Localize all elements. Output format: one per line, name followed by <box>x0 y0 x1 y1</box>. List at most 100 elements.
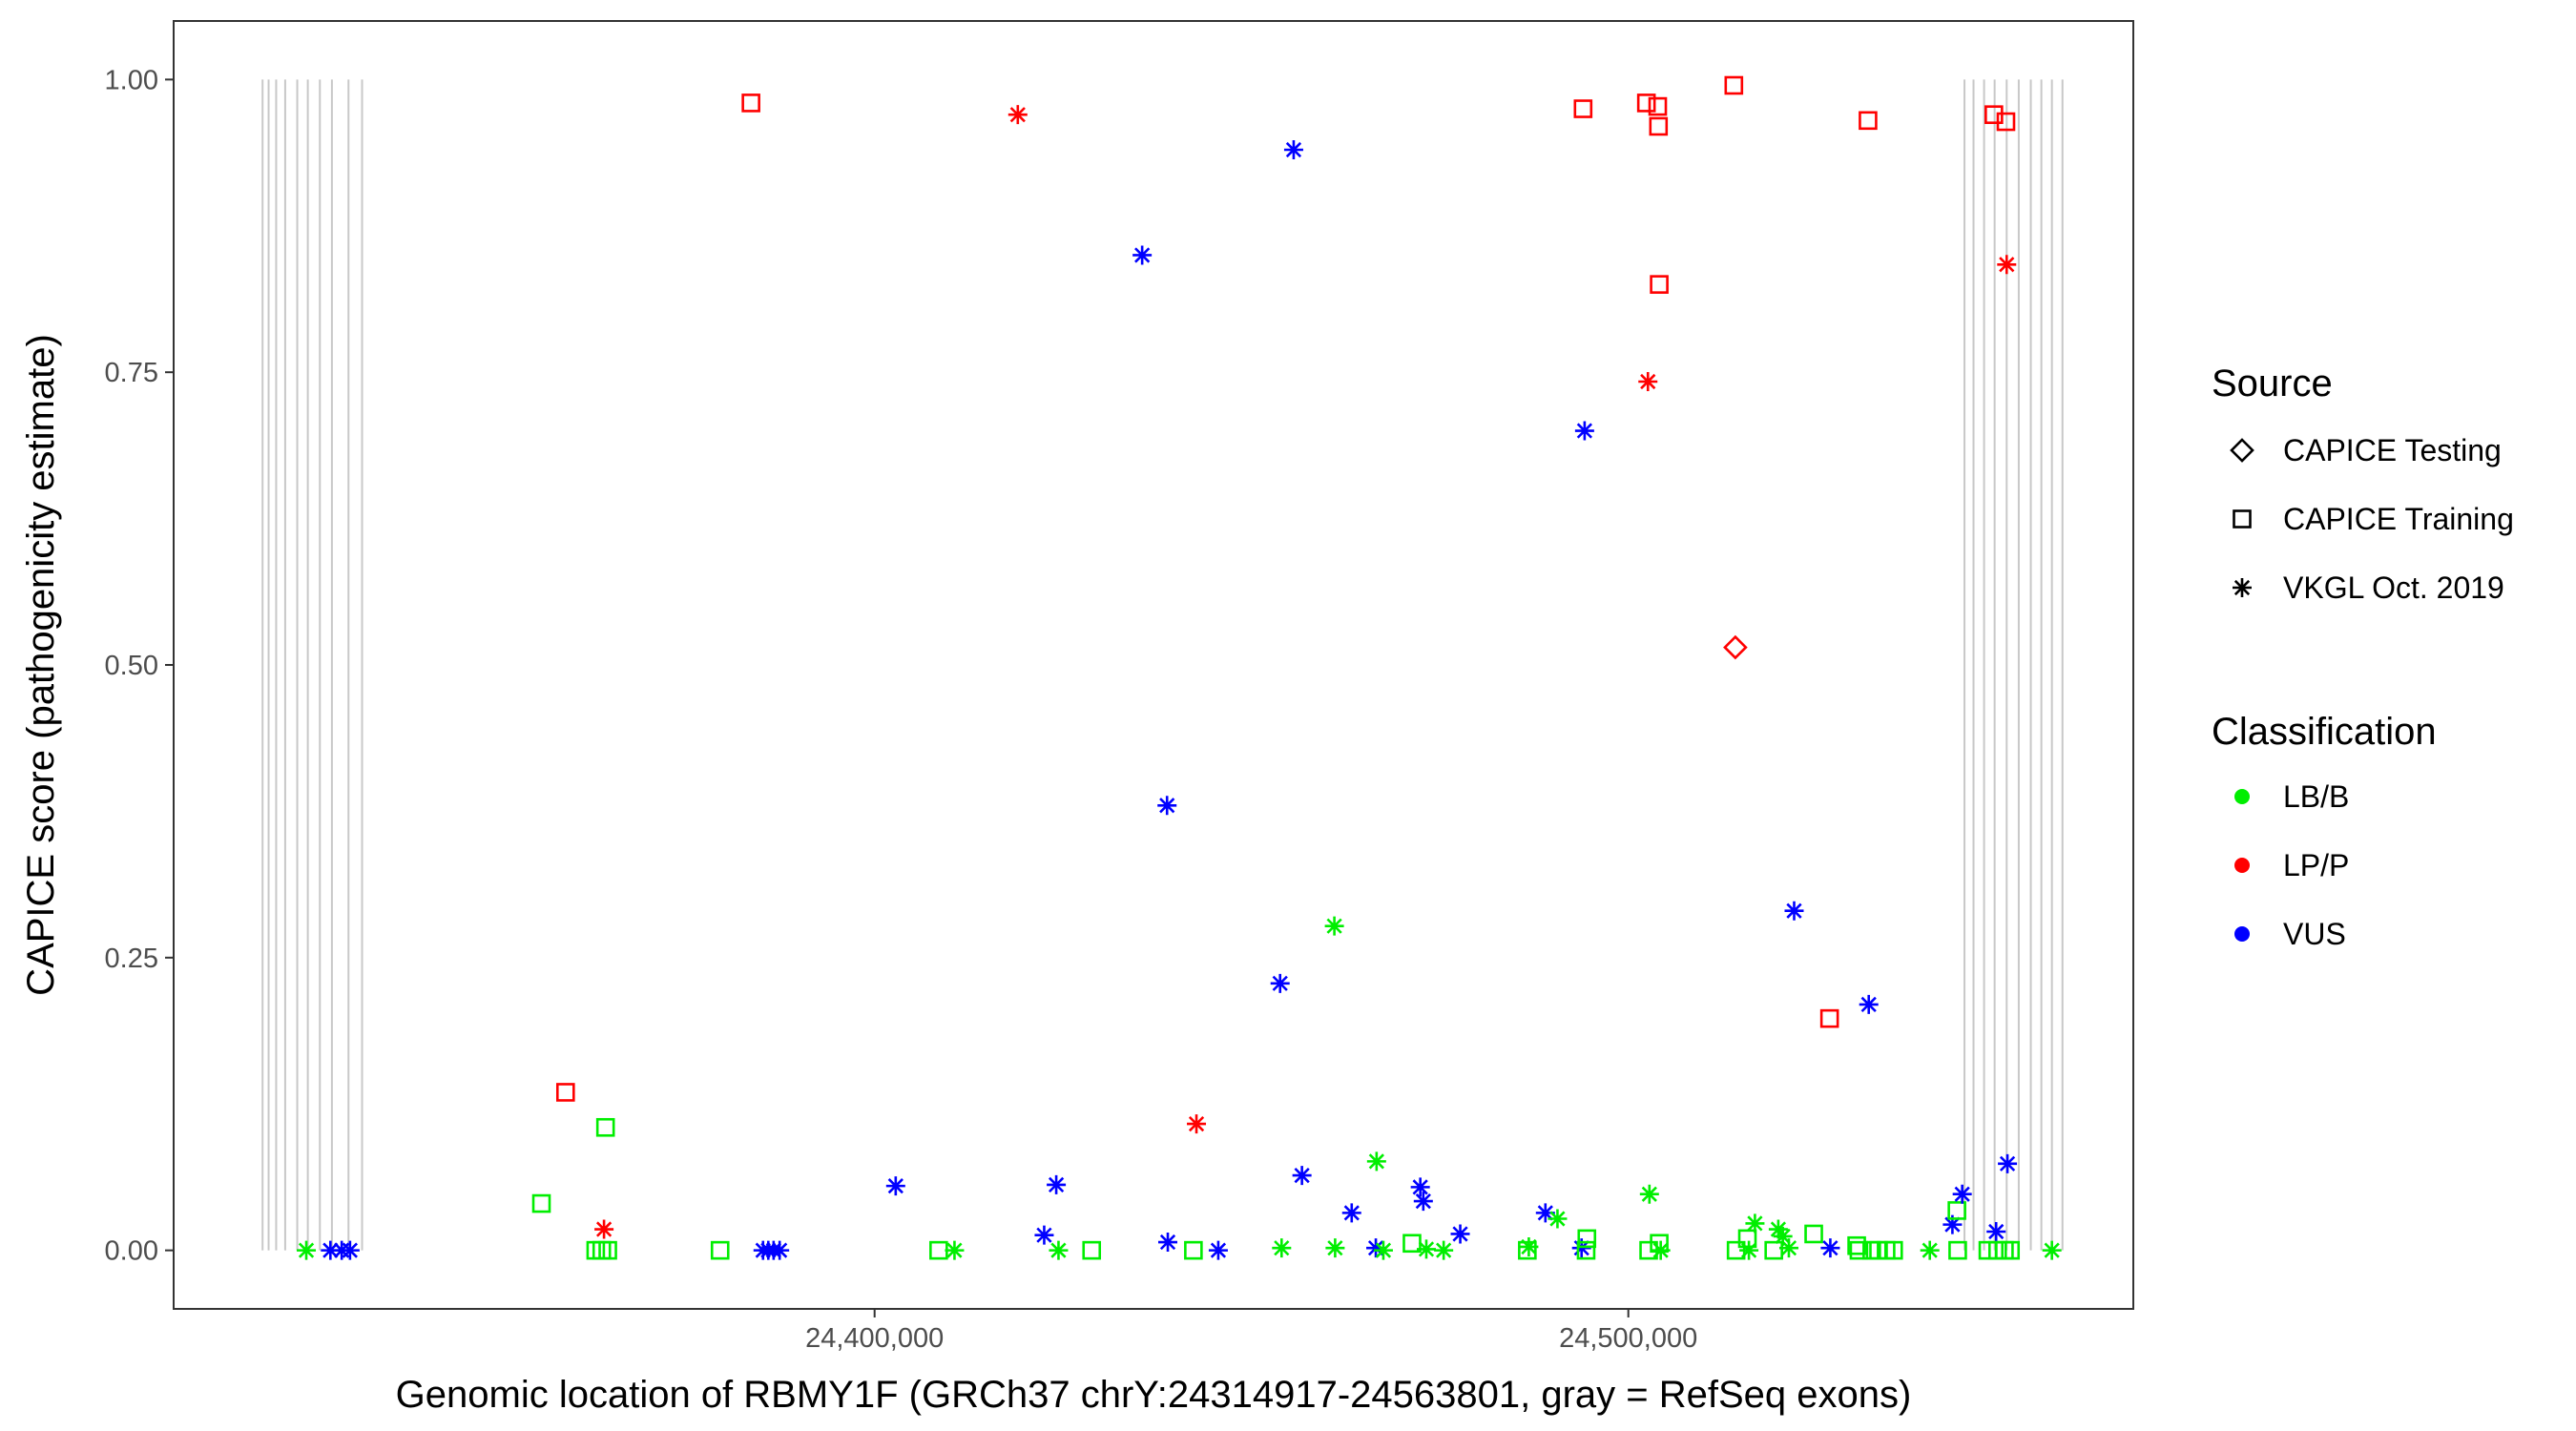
data-point <box>1082 1240 1102 1260</box>
data-point <box>1942 1214 1963 1234</box>
data-point <box>1573 99 1593 118</box>
data-point <box>770 1240 790 1260</box>
data-point <box>340 1240 360 1260</box>
data-point <box>1574 421 1594 441</box>
data-point <box>1283 140 1303 159</box>
data-point <box>531 1193 551 1213</box>
data-point <box>1883 1240 1903 1260</box>
data-point <box>945 1240 965 1260</box>
data-point <box>1638 372 1658 391</box>
data-point <box>1648 96 1668 116</box>
data-point <box>1535 1203 1555 1223</box>
data-point <box>1737 1229 1757 1249</box>
data-point <box>1324 916 1344 936</box>
legend-source-label: CAPICE Testing <box>2283 433 2502 467</box>
data-point <box>1434 1240 1454 1260</box>
data-point <box>1132 245 1153 265</box>
data-point <box>586 1240 606 1260</box>
y-axis: 0.00 0.25 0.50 0.75 1.00 <box>105 65 174 1267</box>
data-point <box>929 1240 948 1260</box>
x-axis: 24,400,000 24,500,000 <box>805 1309 1697 1354</box>
y-tick-label: 0.50 <box>105 651 158 681</box>
legend-source-title: Source <box>2212 363 2333 404</box>
legend-classification: Classification LB/B LP/P VUS <box>2212 711 2437 951</box>
data-point <box>1859 111 1878 131</box>
data-point <box>1947 1201 1966 1220</box>
data-point <box>1184 1240 1203 1260</box>
data-point <box>1325 1238 1345 1258</box>
data-point <box>1764 1240 1783 1260</box>
data-point <box>1649 116 1669 136</box>
y-tick-label: 0.25 <box>105 944 158 974</box>
legend-source-key <box>2233 509 2252 529</box>
data-point <box>555 1083 575 1102</box>
legend-class-key <box>2234 858 2250 873</box>
data-point <box>1997 255 2017 275</box>
exon-lines <box>261 79 2064 1251</box>
data-point <box>1577 1229 1597 1249</box>
data-point <box>2042 1240 2062 1260</box>
data-point <box>1576 1240 1596 1260</box>
data-point <box>1995 1240 2014 1260</box>
data-point <box>741 93 760 113</box>
y-tick-label: 0.75 <box>105 358 158 388</box>
data-point <box>1859 994 1879 1014</box>
data-point <box>885 1176 905 1196</box>
x-tick-label: 24,400,000 <box>805 1323 944 1354</box>
data-point <box>297 1240 317 1260</box>
data-point <box>1208 1240 1228 1260</box>
data-point <box>1410 1177 1430 1197</box>
data-point <box>1920 1240 1940 1260</box>
data-point <box>1450 1224 1470 1244</box>
legend-class-label: VUS <box>2283 917 2346 951</box>
legend-class-label: LB/B <box>2283 779 2349 814</box>
data-point <box>1778 1238 1798 1258</box>
y-tick-label: 1.00 <box>105 65 158 95</box>
data-point <box>2001 1240 2021 1260</box>
data-point <box>1978 1240 1998 1260</box>
data-point <box>1519 1236 1539 1256</box>
data-point <box>1518 1240 1537 1260</box>
data-point <box>1651 1240 1671 1260</box>
data-point <box>592 1240 612 1260</box>
data-point <box>1157 796 1177 816</box>
legend-source-key <box>2233 578 2252 597</box>
data-point <box>1049 1240 1069 1260</box>
data-point <box>1849 1240 1869 1260</box>
legend-class-key <box>2234 789 2250 804</box>
data-point <box>1804 1224 1823 1244</box>
data-point <box>1723 634 1748 660</box>
data-point <box>598 1240 617 1260</box>
legend-source-key <box>2230 438 2254 463</box>
data-point <box>1784 901 1804 921</box>
data-point <box>1416 1239 1436 1259</box>
data-points <box>297 75 2062 1260</box>
data-point <box>1820 1238 1840 1258</box>
legend-source-label: CAPICE Training <box>2283 502 2514 536</box>
data-point <box>1292 1166 1312 1186</box>
y-axis-title: CAPICE score (pathogenicity estimate) <box>20 334 62 996</box>
data-point <box>595 1117 615 1137</box>
data-point <box>1158 1233 1178 1253</box>
data-point <box>1373 1240 1393 1260</box>
legend-classification-title: Classification <box>2212 711 2437 753</box>
legend-source-label: VKGL Oct. 2019 <box>2283 570 2504 605</box>
data-point <box>1745 1213 1765 1234</box>
data-point <box>1548 1209 1568 1229</box>
x-axis-title: Genomic location of RBMY1F (GRCh37 chrY:… <box>396 1374 1912 1416</box>
data-point <box>1986 1222 2006 1241</box>
data-point <box>1998 1153 2018 1173</box>
x-tick-label: 24,500,000 <box>1559 1323 1697 1354</box>
data-point <box>1639 1184 1659 1204</box>
data-point <box>1768 1219 1788 1239</box>
data-point <box>1366 1238 1386 1258</box>
data-point <box>1047 1174 1067 1194</box>
data-point <box>1996 112 2016 132</box>
data-point <box>1571 1238 1591 1258</box>
legend-source: Source CAPICE Testing CAPICE Training VKGL… <box>2212 363 2514 605</box>
data-point <box>1413 1192 1433 1212</box>
plot-panel <box>173 20 2134 1310</box>
data-point <box>1270 973 1290 993</box>
data-point <box>1948 1240 1967 1260</box>
